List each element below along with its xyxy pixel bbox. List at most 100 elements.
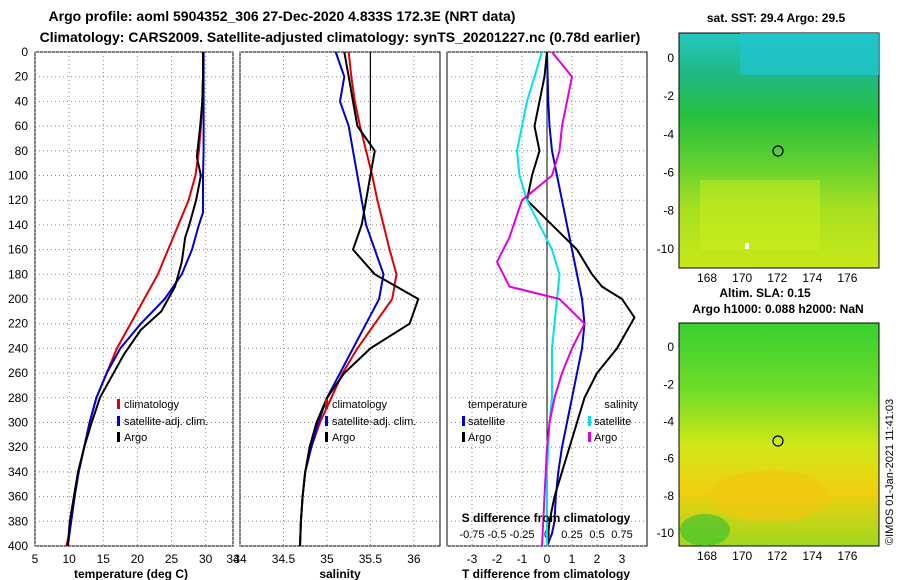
salinity-diff-tick-label: 0.75 bbox=[611, 529, 632, 541]
salinity-diff-tick-label: 0.5 bbox=[589, 529, 604, 541]
x-tick-label: 34.5 bbox=[272, 552, 296, 566]
tick-layer: 0204060801001201401601802002202402602803… bbox=[8, 45, 633, 566]
salinity-diff-tick-label: 0.25 bbox=[561, 529, 582, 541]
x-tick-label: 34 bbox=[233, 552, 247, 566]
map-lon-tick: 174 bbox=[802, 549, 822, 563]
map-lat-tick: -4 bbox=[663, 414, 674, 428]
map-lat-tick: -4 bbox=[663, 127, 674, 141]
map-lon-tick: 168 bbox=[697, 549, 717, 563]
salinity-legend: climatology satellite-adj. clim. Argo bbox=[325, 399, 416, 444]
depth-tick-label: 360 bbox=[8, 490, 28, 504]
sst-map-ticks: 168 170 172 174 176 0 -2 -4 -6 -8 -10 bbox=[657, 51, 858, 285]
depth-tick-label: 40 bbox=[15, 94, 29, 108]
depth-tick-label: 80 bbox=[15, 144, 29, 158]
legend-swatch-argo bbox=[117, 432, 120, 442]
legend-temp-satellite: satellite bbox=[468, 416, 505, 428]
difference-xlabel: T difference from climatology bbox=[462, 567, 630, 580]
legend-swatch-climatology bbox=[117, 399, 120, 409]
legend-salinity-title: salinity bbox=[604, 399, 638, 411]
legend-sal-satellite: satellite bbox=[594, 416, 631, 428]
sla-low-patch bbox=[680, 514, 730, 546]
sla-map-ticks: 168 170 172 174 176 0 -2 -4 -6 -8 -10 bbox=[657, 340, 858, 563]
depth-tick-label: 180 bbox=[8, 267, 28, 281]
salinity-xlabel: salinity bbox=[319, 567, 361, 580]
depth-tick-label: 240 bbox=[8, 341, 28, 355]
map-lat-tick: -6 bbox=[663, 452, 674, 466]
map-lat-tick: -8 bbox=[663, 204, 674, 218]
sla-map-title-line1: Altim. SLA: 0.15 bbox=[719, 286, 811, 300]
depth-tick-label: 320 bbox=[8, 440, 28, 454]
map-lon-tick: 176 bbox=[837, 549, 857, 563]
map-lon-tick: 170 bbox=[732, 271, 752, 285]
legend-argo: Argo bbox=[332, 432, 355, 444]
legend-argo: Argo bbox=[124, 432, 147, 444]
figure-title-line2: Climatology: CARS2009. Satellite-adjuste… bbox=[40, 29, 641, 45]
legend-satellite: satellite-adj. clim. bbox=[124, 416, 208, 428]
difference-legend: temperature satellite Argo salinity sate… bbox=[462, 399, 638, 444]
x-tick-label: 15 bbox=[97, 552, 111, 566]
x-tick-label: 5 bbox=[32, 552, 39, 566]
map-lat-tick: 0 bbox=[667, 51, 674, 65]
x-tick-label: 34 bbox=[226, 552, 240, 566]
sla-high-patch bbox=[710, 470, 830, 522]
map-lon-tick: 176 bbox=[837, 271, 857, 285]
series-line-temperature-satellite bbox=[546, 51, 586, 546]
depth-tick-label: 120 bbox=[8, 193, 28, 207]
sst-argo-location-marker bbox=[772, 145, 784, 157]
map-lat-tick: -10 bbox=[657, 526, 675, 540]
x-tick-label: 2 bbox=[594, 552, 601, 566]
depth-tick-label: 300 bbox=[8, 416, 28, 430]
depth-tick-label: 400 bbox=[8, 539, 28, 553]
salinity-diff-tick-label: -0.75 bbox=[459, 529, 484, 541]
depth-tick-label: 160 bbox=[8, 243, 28, 257]
salinity-diff-tick-label: -0.5 bbox=[488, 529, 507, 541]
series-line-temperature-argo bbox=[526, 51, 636, 547]
x-tick-label: 20 bbox=[131, 552, 145, 566]
legend-satellite: satellite-adj. clim. bbox=[332, 416, 416, 428]
series-layer bbox=[65, 51, 636, 547]
sla-map-title-line2: Argo h1000: 0.088 h2000: NaN bbox=[692, 302, 863, 316]
imos-watermark: ©IMOS 01-Jan-2021 11:41:03 bbox=[884, 399, 896, 545]
map-lat-tick: -8 bbox=[663, 489, 674, 503]
difference-top-xlabel: S difference from climatology bbox=[462, 511, 631, 525]
x-tick-label: 35.5 bbox=[359, 552, 383, 566]
map-lat-tick: -6 bbox=[663, 165, 674, 179]
x-tick-label: 0 bbox=[544, 552, 551, 566]
salinity-diff-tick-label: -0.25 bbox=[509, 529, 534, 541]
legend-climatology: climatology bbox=[124, 399, 180, 411]
depth-tick-label: 340 bbox=[8, 465, 28, 479]
sst-map bbox=[678, 32, 880, 269]
x-tick-label: -3 bbox=[467, 552, 478, 566]
depth-tick-label: 60 bbox=[15, 119, 29, 133]
legend-swatch-sal-satellite bbox=[588, 416, 591, 426]
legend-swatch-temp-argo bbox=[462, 432, 465, 442]
legend-swatch-satellite bbox=[325, 416, 328, 426]
x-tick-label: 25 bbox=[165, 552, 179, 566]
legend-sal-argo: Argo bbox=[594, 432, 617, 444]
map-lat-tick: -2 bbox=[663, 377, 674, 391]
legend-swatch-temp-satellite bbox=[462, 416, 465, 426]
temperature-xlabel: temperature (deg C) bbox=[74, 567, 188, 580]
series-line-argo bbox=[66, 52, 204, 547]
x-tick-label: 30 bbox=[199, 552, 213, 566]
map-lon-tick: 174 bbox=[802, 271, 822, 285]
series-line-argo bbox=[299, 51, 420, 547]
x-tick-label: 3 bbox=[619, 552, 626, 566]
legend-swatch-climatology bbox=[325, 399, 328, 409]
legend-swatch-satellite bbox=[117, 416, 120, 426]
x-tick-label: -1 bbox=[517, 552, 528, 566]
figure-title-line1: Argo profile: aoml 5904352_306 27-Dec-20… bbox=[49, 8, 516, 24]
map-lat-tick: 0 bbox=[667, 340, 674, 354]
sst-yellow-patch bbox=[700, 180, 820, 250]
legend-temperature-title: temperature bbox=[468, 399, 527, 411]
depth-tick-label: 200 bbox=[8, 292, 28, 306]
map-lat-tick: -10 bbox=[657, 242, 675, 256]
series-line-salinity-satellite bbox=[516, 51, 561, 546]
sla-map bbox=[678, 322, 880, 547]
map-lon-tick: 170 bbox=[732, 549, 752, 563]
legend-temp-argo: Argo bbox=[468, 432, 491, 444]
depth-tick-label: 280 bbox=[8, 391, 28, 405]
legend-swatch-argo bbox=[325, 432, 328, 442]
x-tick-label: 35 bbox=[320, 552, 334, 566]
